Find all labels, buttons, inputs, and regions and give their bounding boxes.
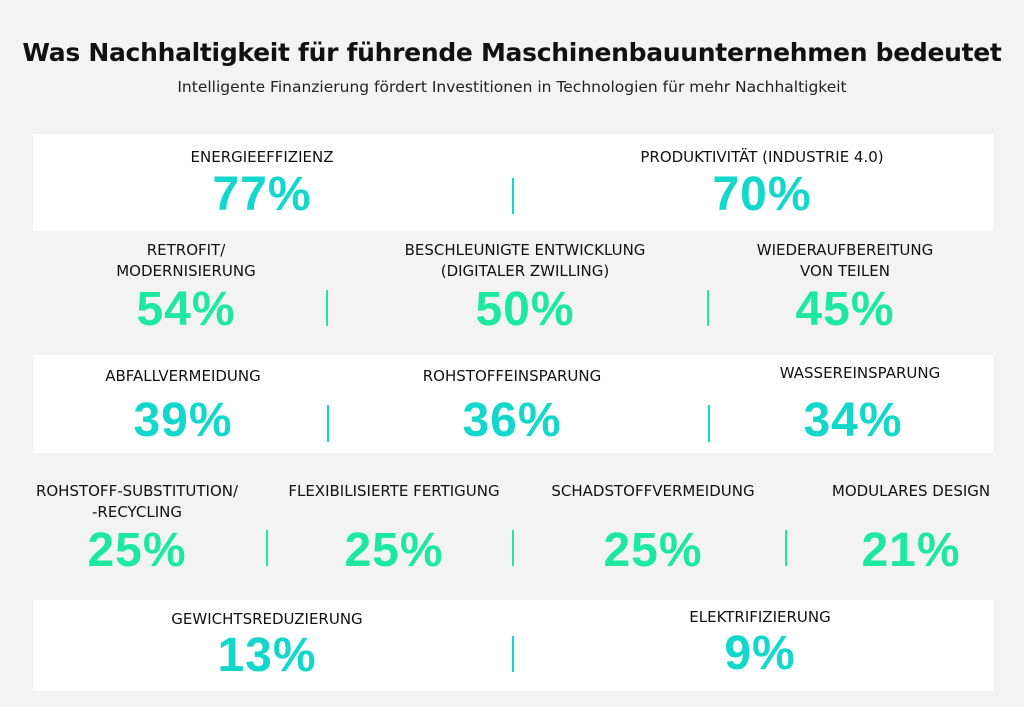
row-band-3 <box>33 355 993 453</box>
stat-retrofit: RETROFIT/ MODERNISIERUNG 54% <box>36 240 336 334</box>
stat-energieeffizienz: ENERGIEEFFIZIENZ 77% <box>112 147 412 219</box>
stat-produktivitaet: PRODUKTIVITÄT (INDUSTRIE 4.0) 70% <box>612 147 912 219</box>
divider <box>785 530 787 566</box>
stat-label: GEWICHTSREDUZIERUNG <box>171 610 363 628</box>
stat-abfallvermeidung: ABFALLVERMEIDUNG 39% <box>33 366 333 445</box>
divider <box>326 290 328 326</box>
stat-value: 45% <box>795 283 895 336</box>
stat-value: 25% <box>87 524 187 577</box>
stat-value: 13% <box>217 629 317 682</box>
stat-flexibilisierte-fertigung: FLEXIBILISIERTE FERTIGUNG 25% <box>244 481 544 575</box>
divider <box>327 405 329 442</box>
divider <box>708 405 710 442</box>
stat-value: 39% <box>133 394 233 447</box>
stat-modulares-design: MODULARES DESIGN 21% <box>761 481 1024 575</box>
stat-rohstoff-substitution: ROHSTOFF-SUBSTITUTION/ -RECYCLING 25% <box>0 481 287 575</box>
stat-label: PRODUKTIVITÄT (INDUSTRIE 4.0) <box>640 148 884 166</box>
stat-value: 25% <box>603 524 703 577</box>
stat-label: FLEXIBILISIERTE FERTIGUNG <box>288 482 500 500</box>
stat-value: 50% <box>475 283 575 336</box>
stat-label-line2: -RECYCLING <box>92 503 182 521</box>
stat-wiederaufbereitung: WIEDERAUFBEREITUNG VON TEILEN 45% <box>695 240 995 334</box>
stat-label: ELEKTRIFIZIERUNG <box>689 608 831 626</box>
stat-label: ROHSTOFF-SUBSTITUTION/ <box>35 482 239 500</box>
divider <box>266 530 268 566</box>
page-title: Was Nachhaltigkeit für führende Maschine… <box>22 38 1002 67</box>
stat-value: 77% <box>212 168 312 221</box>
stat-schadstoffvermeidung: SCHADSTOFFVERMEIDUNG 25% <box>503 481 803 575</box>
stat-value: 54% <box>136 283 236 336</box>
stat-elektrifizierung: ELEKTRIFIZIERUNG 9% <box>610 607 910 678</box>
divider <box>707 290 709 326</box>
stat-beschleunigte-entwicklung: BESCHLEUNIGTE ENTWICKLUNG (DIGITALER ZWI… <box>375 240 675 334</box>
stat-label: BESCHLEUNIGTE ENTWICKLUNG <box>404 241 646 259</box>
stat-label: WIEDERAUFBEREITUNG <box>756 241 934 259</box>
stat-label: SCHADSTOFFVERMEIDUNG <box>551 482 755 500</box>
divider <box>512 178 514 214</box>
divider <box>512 636 514 672</box>
stat-label-line2: (DIGITALER ZWILLING) <box>440 262 610 280</box>
stat-wassereinsparung: WASSEREINSPARUNG 34% <box>710 363 1010 445</box>
stat-rohstoffeinsparung: ROHSTOFFEINSPARUNG 36% <box>362 366 662 445</box>
stat-label: ENERGIEEFFIZIENZ <box>190 148 334 166</box>
stat-gewichtsreduzierung: GEWICHTSREDUZIERUNG 13% <box>117 609 417 680</box>
page-subtitle: Intelligente Finanzierung fördert Invest… <box>177 78 847 96</box>
stat-value: 70% <box>712 168 812 221</box>
stat-value: 21% <box>861 524 961 577</box>
stat-value: 25% <box>344 524 444 577</box>
stat-value: 36% <box>462 394 562 447</box>
stat-label: WASSEREINSPARUNG <box>779 364 941 382</box>
stat-label: RETROFIT/ <box>146 241 226 259</box>
stat-value: 9% <box>724 627 796 680</box>
stat-label: ROHSTOFFEINSPARUNG <box>422 367 602 385</box>
stat-label-line2: MODERNISIERUNG <box>116 262 256 280</box>
stat-label-line2: VON TEILEN <box>800 262 890 280</box>
stat-label: MODULARES DESIGN <box>831 482 991 500</box>
stat-label: ABFALLVERMEIDUNG <box>105 367 261 385</box>
stat-value: 34% <box>803 394 903 447</box>
divider <box>512 530 514 566</box>
